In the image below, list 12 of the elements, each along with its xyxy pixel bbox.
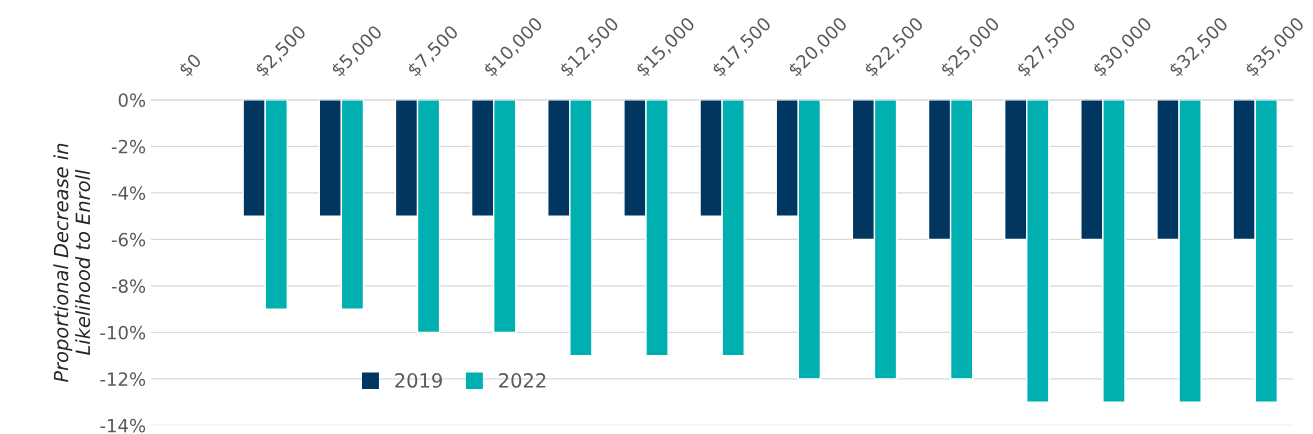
y-tick-label: -4% xyxy=(111,186,146,200)
y-tick-label: -12% xyxy=(100,372,146,386)
y-tick-label: -8% xyxy=(111,279,146,293)
x-tick-label: $0 xyxy=(177,52,204,79)
y-tick-label: 0% xyxy=(118,93,146,107)
y-tick-label: -14% xyxy=(100,418,146,433)
y-tick-label: -6% xyxy=(111,232,146,247)
y-axis-title: Proportional Decrease in Likelihood to Enroll xyxy=(53,143,91,383)
y-tick-label: -2% xyxy=(111,139,146,154)
y-tick-label: -10% xyxy=(100,325,146,340)
legend-label: 2022 xyxy=(499,373,546,388)
legend-label: 2019 xyxy=(395,373,442,388)
